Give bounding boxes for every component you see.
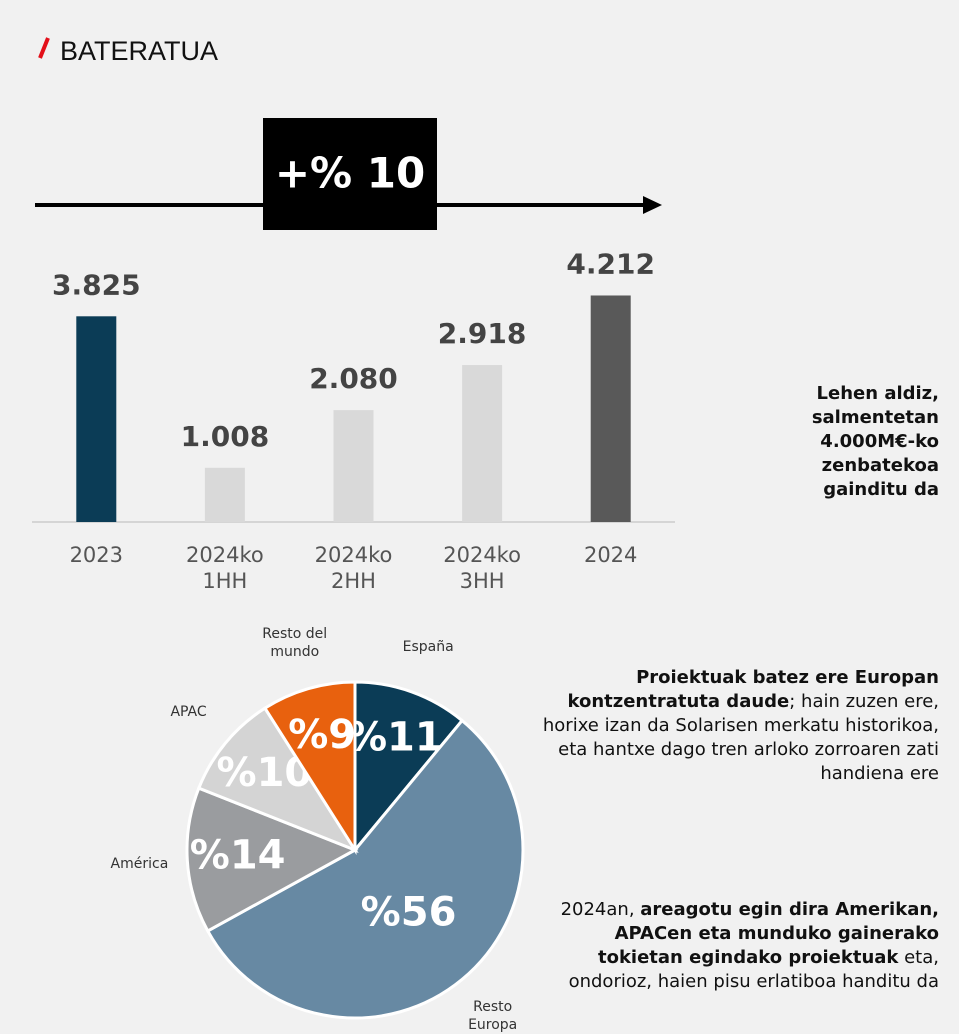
pie-slice bbox=[205, 718, 525, 1020]
annotation: Lehen aldiz, salmentetan 4.000M€-ko zenb… bbox=[749, 382, 939, 502]
bar bbox=[76, 316, 117, 522]
category-label: APAC bbox=[170, 704, 207, 721]
annotation-text: Proiektuak batez ere Europan kontzentrat… bbox=[567, 667, 939, 712]
growth-label: +% 10 bbox=[275, 149, 425, 198]
slice-label: %56 bbox=[361, 890, 457, 936]
annotation-text: 2024an, bbox=[560, 899, 641, 920]
annotation: Proiektuak batez ere Europan kontzentrat… bbox=[539, 666, 939, 786]
value-label: 1.008 bbox=[181, 420, 270, 453]
bar bbox=[462, 365, 503, 522]
value-label: 4.212 bbox=[566, 247, 655, 280]
x-tick-label: 2024ko 3HH bbox=[443, 543, 521, 593]
slice-label: %11 bbox=[347, 714, 443, 760]
category-label: Resto Europa bbox=[468, 999, 518, 1034]
title: BATERATUA bbox=[60, 36, 218, 66]
title-slash bbox=[38, 37, 50, 59]
value-label: 3.825 bbox=[52, 268, 141, 301]
bar bbox=[204, 467, 245, 522]
value-label: 2.918 bbox=[438, 317, 527, 350]
pie-slice bbox=[353, 680, 465, 855]
slice-label: %9 bbox=[288, 712, 356, 758]
pie-slice bbox=[262, 680, 357, 856]
annotation-text: eta, ondorioz, haien pisu erlatiboa hand… bbox=[568, 947, 939, 992]
value-label: 2.080 bbox=[309, 362, 398, 395]
x-tick-label: 2024ko 2HH bbox=[314, 543, 393, 593]
bar bbox=[590, 295, 631, 522]
arrow-head bbox=[643, 196, 662, 214]
category-label: España bbox=[402, 638, 454, 655]
category-label: América bbox=[110, 855, 169, 872]
pie-slice bbox=[185, 786, 359, 933]
annotation-text: areagotu egin dira Amerikan, APACen eta … bbox=[597, 899, 939, 968]
slice-label: %14 bbox=[190, 832, 286, 878]
x-tick-label: 2024 bbox=[583, 543, 638, 567]
annotation: 2024an, areagotu egin dira Amerikan, APA… bbox=[539, 898, 939, 994]
x-tick-label: 2023 bbox=[69, 543, 124, 567]
annotation-text: Lehen aldiz, salmentetan 4.000M€-ko zenb… bbox=[811, 383, 939, 500]
category-label: Resto del mundo bbox=[262, 625, 328, 660]
bar bbox=[333, 410, 374, 522]
x-tick-label: 2024ko 1HH bbox=[186, 543, 264, 593]
pie-slice bbox=[196, 706, 359, 854]
growth-box bbox=[263, 118, 437, 230]
annotation-text: ; hain zuzen ere, horixe izan da Solaris… bbox=[542, 691, 939, 784]
